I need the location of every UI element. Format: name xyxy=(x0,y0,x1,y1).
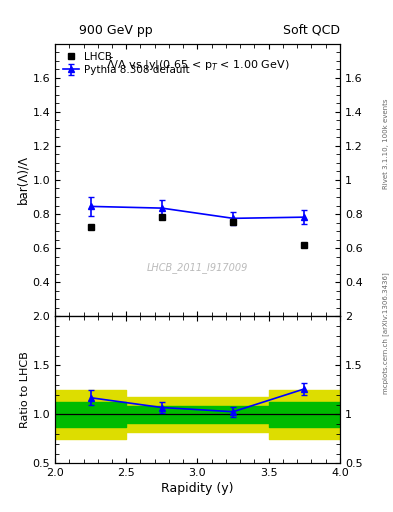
Line: LHCB: LHCB xyxy=(87,214,308,248)
Text: $\bar{\Lambda}/\Lambda$ vs |y|(0.65 < p$_{T}$ < 1.00 GeV): $\bar{\Lambda}/\Lambda$ vs |y|(0.65 < p$… xyxy=(106,57,289,73)
Text: 900 GeV pp: 900 GeV pp xyxy=(79,24,152,37)
LHCB xyxy=(231,219,235,225)
Y-axis label: Ratio to LHCB: Ratio to LHCB xyxy=(20,352,29,428)
Text: mcplots.cern.ch [arXiv:1306.3436]: mcplots.cern.ch [arXiv:1306.3436] xyxy=(382,272,389,394)
Legend: LHCB, Pythia 8.308 default: LHCB, Pythia 8.308 default xyxy=(60,49,193,78)
Y-axis label: bar(Λ)/Λ: bar(Λ)/Λ xyxy=(17,156,29,204)
Text: Rivet 3.1.10, 100k events: Rivet 3.1.10, 100k events xyxy=(383,98,389,188)
Text: LHCB_2011_I917009: LHCB_2011_I917009 xyxy=(147,262,248,273)
LHCB xyxy=(302,242,307,248)
LHCB xyxy=(160,215,164,221)
X-axis label: Rapidity (y): Rapidity (y) xyxy=(161,482,234,496)
Text: Soft QCD: Soft QCD xyxy=(283,24,340,37)
LHCB xyxy=(88,224,93,230)
